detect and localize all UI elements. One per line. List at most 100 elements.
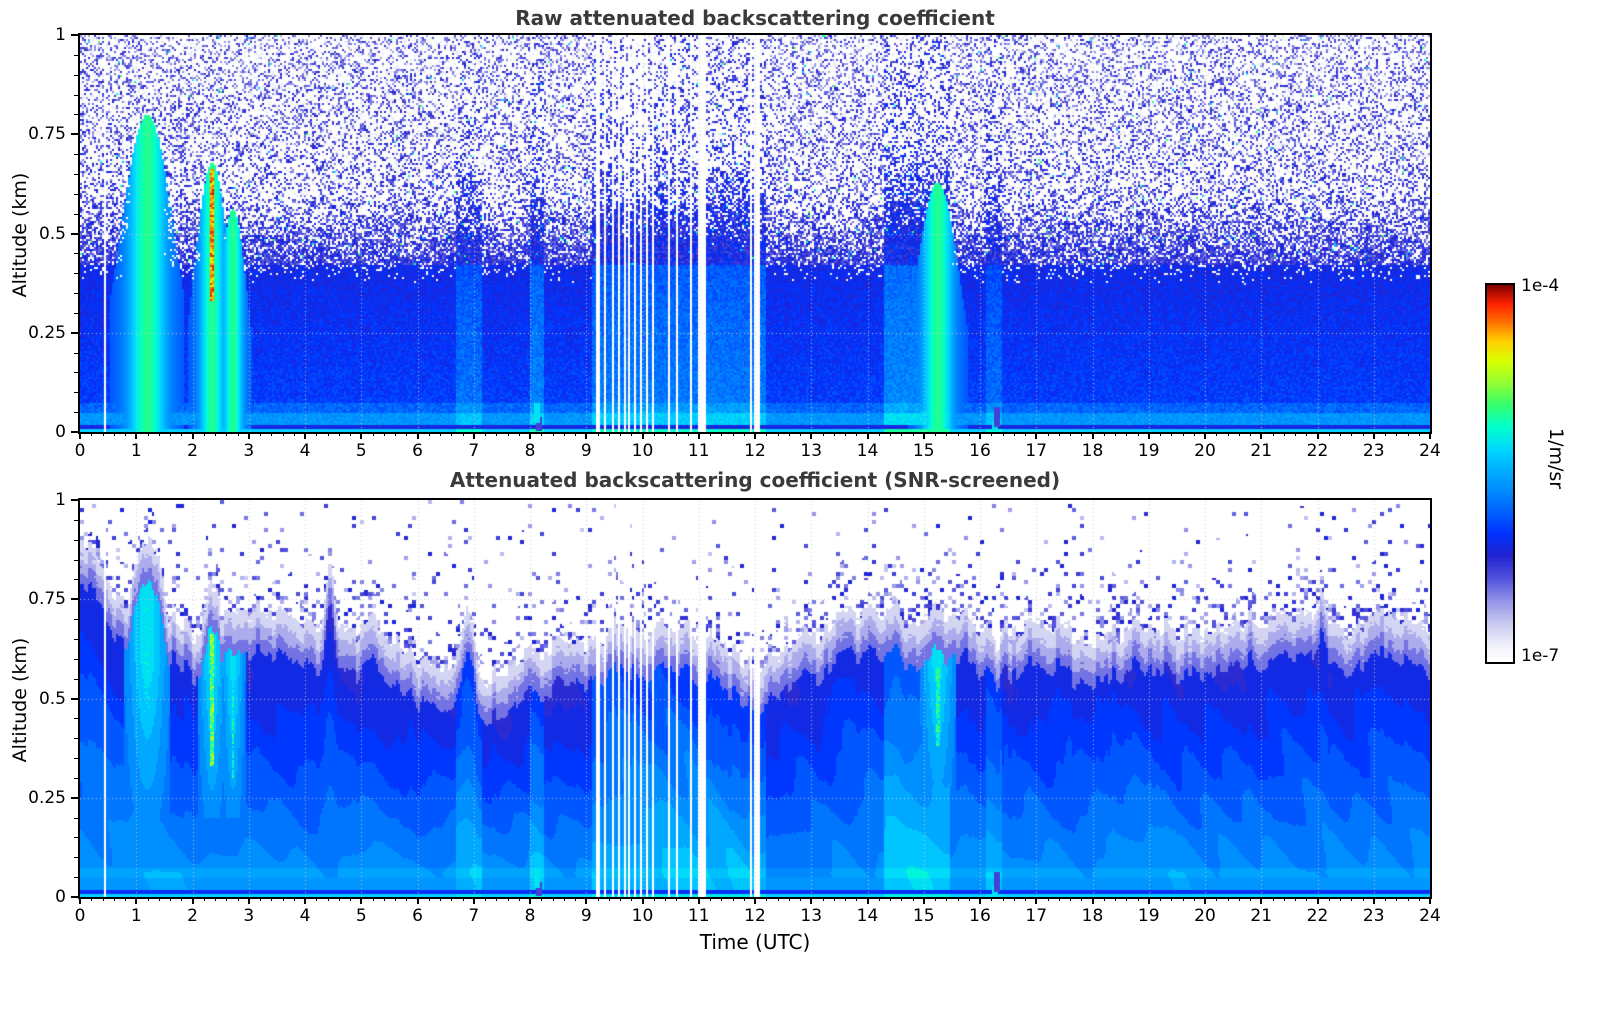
x-minor-tick — [541, 897, 543, 901]
x-minor-tick — [687, 432, 689, 436]
x-tick-label: 0 — [74, 441, 86, 461]
x-major-tick — [697, 897, 700, 904]
x-minor-tick — [282, 432, 284, 436]
y-major-tick — [71, 331, 78, 334]
x-tick-label: 19 — [1137, 906, 1160, 926]
x-minor-tick — [788, 432, 790, 436]
y-minor-tick — [74, 718, 78, 720]
x-minor-tick — [203, 897, 205, 901]
y-tick-label: 0.75 — [28, 124, 66, 145]
x-major-tick — [866, 432, 869, 439]
x-minor-tick — [507, 432, 509, 436]
x-minor-tick — [316, 897, 318, 901]
y-tick-label: 0.5 — [38, 688, 66, 709]
x-minor-tick — [597, 897, 599, 901]
x-minor-tick — [1407, 897, 1409, 901]
y-minor-tick — [74, 877, 78, 879]
x-major-tick — [641, 432, 644, 439]
x-major-tick — [1429, 432, 1431, 439]
x-minor-tick — [406, 897, 408, 901]
x-minor-tick — [293, 897, 295, 901]
x-major-tick — [585, 897, 588, 904]
x-tick-label: 2 — [187, 441, 198, 461]
x-minor-tick — [451, 432, 453, 436]
x-major-tick — [697, 432, 700, 439]
x-minor-tick — [1328, 897, 1330, 901]
x-minor-tick — [1070, 432, 1071, 436]
x-minor-tick — [350, 897, 351, 901]
x-major-tick — [641, 897, 644, 904]
x-major-tick — [979, 432, 981, 439]
x-minor-tick — [552, 897, 554, 901]
x-minor-tick — [1013, 432, 1015, 436]
y-minor-tick — [74, 857, 78, 859]
x-minor-tick — [496, 897, 498, 901]
x-tick-label: 4 — [299, 441, 311, 461]
x-minor-tick — [113, 897, 115, 901]
x-minor-tick — [732, 432, 734, 436]
x-minor-tick — [856, 432, 858, 436]
x-major-tick — [1035, 432, 1038, 439]
x-minor-tick — [260, 897, 261, 901]
x-minor-tick — [1351, 897, 1353, 901]
x-minor-tick — [541, 432, 543, 436]
x-minor-tick — [102, 432, 104, 436]
x-minor-tick — [676, 432, 678, 436]
x-tick-label: 9 — [580, 906, 592, 926]
x-major-tick — [1091, 432, 1094, 439]
x-major-tick — [979, 897, 981, 904]
x-minor-tick — [1081, 897, 1083, 901]
y-minor-tick — [74, 519, 78, 521]
x-major-tick — [1091, 897, 1094, 904]
x-minor-tick — [1216, 897, 1218, 901]
x-minor-tick — [890, 897, 891, 901]
screened-backscatter-heatmap — [80, 500, 1430, 897]
x-minor-tick — [1171, 897, 1173, 901]
y-major-tick — [71, 34, 78, 36]
x-tick-label: 7 — [468, 906, 480, 926]
x-minor-tick — [1250, 432, 1251, 436]
x-minor-tick — [1272, 897, 1274, 901]
x-minor-tick — [1283, 432, 1285, 436]
x-minor-tick — [710, 432, 711, 436]
y-minor-tick — [74, 273, 78, 275]
x-minor-tick — [1025, 897, 1026, 901]
x-minor-tick — [383, 897, 385, 901]
x-minor-tick — [1418, 897, 1420, 901]
x-minor-tick — [451, 897, 453, 901]
x-minor-tick — [1362, 432, 1364, 436]
y-tick-label: 1 — [55, 490, 66, 510]
x-minor-tick — [372, 432, 374, 436]
x-minor-tick — [665, 432, 666, 436]
x-minor-tick — [1171, 432, 1173, 436]
x-minor-tick — [1227, 432, 1229, 436]
x-minor-tick — [1407, 432, 1409, 436]
x-tick-label: 3 — [243, 906, 255, 926]
x-major-tick — [135, 897, 138, 904]
x-minor-tick — [147, 897, 149, 901]
x-minor-tick — [91, 897, 93, 901]
x-tick-label: 18 — [1081, 906, 1104, 926]
x-tick-label: 10 — [631, 441, 654, 461]
y-minor-tick — [74, 213, 78, 215]
x-minor-tick — [383, 432, 385, 436]
y-major-tick — [71, 697, 78, 700]
raw-backscatter-heatmap — [80, 35, 1430, 432]
x-tick-label: 13 — [800, 441, 823, 461]
x-tick-label: 15 — [912, 441, 935, 461]
x-tick-label: 13 — [800, 906, 823, 926]
x-minor-tick — [721, 432, 723, 436]
x-minor-tick — [1227, 897, 1229, 901]
x-minor-tick — [946, 432, 948, 436]
x-minor-tick — [181, 897, 183, 901]
x-minor-tick — [631, 897, 633, 901]
y-major-tick — [71, 598, 78, 601]
x-major-tick — [1372, 897, 1375, 904]
x-minor-tick — [181, 432, 183, 436]
x-minor-tick — [1306, 897, 1308, 901]
y-minor-tick — [74, 293, 78, 295]
x-minor-tick — [563, 432, 565, 436]
x-minor-tick — [935, 432, 936, 436]
x-minor-tick — [1340, 432, 1341, 436]
